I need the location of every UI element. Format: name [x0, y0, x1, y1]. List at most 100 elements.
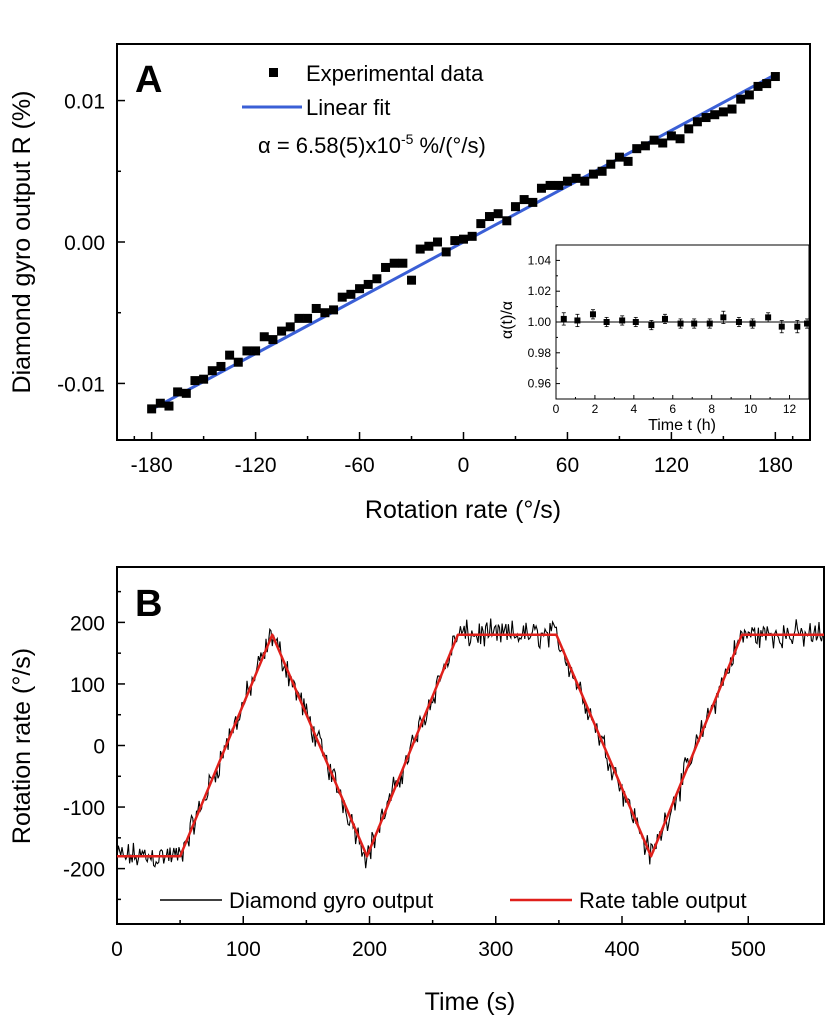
experimental-data-point	[424, 241, 434, 251]
inset-data-point	[632, 319, 639, 325]
experimental-data-point	[155, 398, 165, 408]
y-tick-label: 0.98	[528, 346, 552, 360]
inset-data-point	[691, 320, 698, 327]
diamond-gyro-output-line	[116, 618, 825, 869]
inset-data-point	[749, 320, 756, 327]
experimental-data-point	[597, 166, 607, 176]
inset-data-point	[706, 320, 713, 327]
panel-b-ticks	[116, 590, 749, 924]
experimental-data-point	[493, 209, 503, 219]
inset-data-point	[735, 319, 742, 325]
panel-b-x-tick-labels: 0 100 200 300 400 500	[111, 938, 766, 961]
slope-annotation-exponent: -5	[401, 131, 414, 147]
legend-label-rate-table-output: Rate table output	[579, 888, 747, 913]
experimental-data-point	[502, 216, 512, 226]
y-tick-label: 100	[70, 674, 105, 697]
experimental-data-point	[207, 366, 217, 376]
panel-b-y-tick-labels: -200 -100 0 100 200	[63, 612, 105, 881]
inset-x-axis-title: Time t (h)	[648, 417, 716, 434]
y-tick-label: 0.96	[528, 377, 552, 391]
panel-b-plot-frame	[116, 566, 825, 925]
experimental-data-point	[415, 244, 425, 254]
experimental-data-point	[303, 313, 313, 323]
experimental-data-point	[614, 152, 624, 162]
y-tick-label: 1.00	[528, 315, 552, 329]
experimental-data-point	[147, 404, 157, 414]
experimental-data-point	[484, 212, 494, 222]
x-tick-label: -120	[235, 454, 277, 477]
x-tick-label: 120	[654, 454, 689, 477]
y-tick-label: -200	[63, 859, 105, 882]
x-tick-label: 400	[604, 938, 639, 961]
slope-annotation-suffix: %/(°/s)	[413, 133, 485, 158]
inset-data-point	[778, 323, 785, 330]
experimental-data-point	[658, 138, 668, 148]
y-tick-label: 0.01	[64, 91, 105, 114]
experimental-data-point	[545, 180, 555, 190]
inset-x-tick-labels: 0 2 4 6 8 10 12	[553, 402, 797, 416]
experimental-data-point	[762, 79, 772, 89]
inset-data-point	[677, 320, 684, 327]
experimental-data-point	[744, 90, 754, 100]
experimental-data-point	[441, 247, 451, 257]
y-tick-label: 0	[93, 736, 105, 759]
inset-y-tick-labels: 0.96 0.98 1.00 1.02 1.04	[528, 253, 552, 390]
experimental-data-point	[710, 110, 720, 120]
experimental-data-point	[181, 388, 191, 398]
panel-b-series-lines	[116, 618, 825, 869]
experimental-data-point	[632, 144, 642, 154]
experimental-data-point	[476, 219, 486, 229]
experimental-data-point	[623, 156, 633, 166]
x-tick-label: 200	[352, 938, 387, 961]
panel-a-x-axis-title: Rotation rate (°/s)	[365, 496, 561, 524]
x-tick-label: -60	[344, 454, 374, 477]
experimental-data-point	[727, 104, 737, 114]
experimental-data-point	[363, 279, 373, 289]
experimental-data-point	[173, 387, 183, 397]
experimental-data-point	[268, 335, 278, 345]
y-tick-label: 200	[70, 612, 105, 635]
experimental-data-point	[242, 346, 252, 356]
experimental-data-point	[510, 202, 520, 212]
experimental-data-point	[562, 176, 572, 186]
experimental-data-point	[433, 237, 443, 247]
experimental-data-point	[285, 322, 295, 332]
panel-a-label: A	[135, 59, 162, 101]
x-tick-label: 4	[631, 402, 638, 416]
experimental-data-point	[259, 332, 269, 342]
panel-a-ticks	[117, 99, 794, 440]
experimental-data-point	[459, 234, 468, 244]
experimental-data-point	[640, 141, 650, 151]
experimental-data-point	[294, 313, 304, 323]
experimental-data-point	[467, 231, 477, 241]
experimental-data-point	[329, 305, 339, 315]
experimental-data-point	[251, 346, 261, 356]
inset-data-point	[619, 317, 626, 324]
x-tick-label: 6	[669, 402, 676, 416]
experimental-data-point	[684, 124, 694, 134]
y-tick-label: -100	[63, 797, 105, 820]
inset-y-axis-title: α(t)/α	[499, 301, 516, 339]
experimental-data-point	[649, 135, 659, 145]
y-tick-label: 0.00	[64, 232, 105, 255]
experimental-data-point	[164, 401, 174, 411]
experimental-data-point	[225, 350, 235, 360]
inset-data-point	[765, 314, 772, 321]
experimental-data-point	[277, 326, 287, 336]
panel-b-chart: 0 100 200 300 400 500 -200 -100 0 100 200 Time (s…	[8, 566, 825, 1016]
panel-a-x-tick-labels: -180 -120 -60 0 60 120 180	[131, 454, 793, 477]
experimental-data-point	[450, 236, 460, 246]
experimental-data-point	[381, 262, 391, 272]
panel-a-legend: Experimental data Linear fit α = 6.58(5)…	[242, 61, 486, 158]
inset-data-point	[661, 315, 668, 322]
inset-data-point	[603, 319, 610, 325]
experimental-data-point	[320, 308, 330, 318]
experimental-data-point	[346, 289, 356, 299]
experimental-data-point	[554, 180, 564, 190]
inset-data-point	[720, 314, 727, 321]
x-tick-label: 0	[553, 402, 560, 416]
panel-b-y-axis-title: Rotation rate (°/s)	[8, 648, 36, 844]
experimental-data-point	[337, 292, 347, 302]
slope-annotation-prefix: α = 6.58(5)x10	[258, 133, 401, 158]
